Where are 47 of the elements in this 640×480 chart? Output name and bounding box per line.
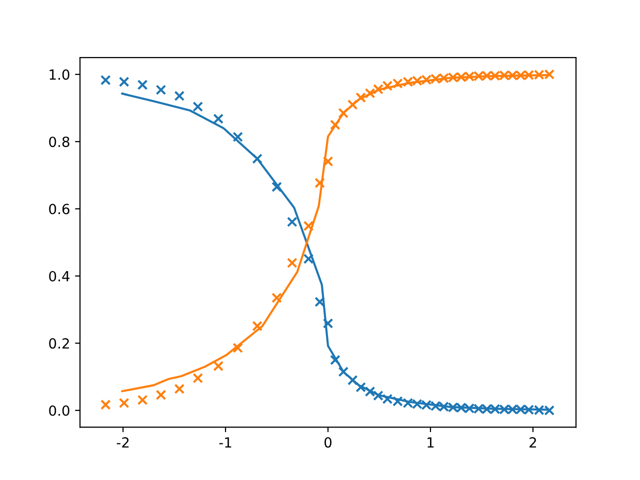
point	[286, 216, 298, 228]
point	[192, 101, 204, 112]
point	[100, 399, 111, 410]
point	[213, 360, 224, 372]
point	[118, 76, 130, 88]
y-tick-label: 0.8	[49, 136, 70, 148]
point	[174, 90, 185, 102]
point	[192, 372, 204, 384]
x-tick-label: -1	[219, 437, 232, 448]
point	[314, 296, 326, 308]
point	[286, 258, 298, 268]
y-tick-label: 0.6	[49, 204, 70, 214]
point	[330, 354, 340, 366]
point	[118, 398, 130, 408]
point	[272, 182, 282, 192]
point	[347, 99, 358, 110]
x-tick-label: 2	[530, 437, 536, 448]
y-tick-label: 0.2	[49, 338, 69, 349]
point	[338, 366, 349, 377]
x-tick-label: -2	[116, 437, 129, 448]
point	[232, 342, 244, 354]
point	[356, 92, 366, 103]
point	[303, 220, 314, 232]
y-tick-label: 1.0	[50, 69, 70, 80]
point	[272, 292, 282, 304]
point	[322, 318, 334, 329]
point	[156, 390, 166, 400]
point	[356, 382, 366, 392]
point	[156, 84, 166, 96]
point	[232, 132, 244, 142]
point	[213, 114, 224, 124]
point	[330, 120, 340, 130]
point	[174, 384, 185, 394]
point	[314, 178, 326, 188]
point	[338, 108, 349, 118]
x-tick-label: 1	[428, 437, 434, 448]
point	[137, 80, 148, 90]
point	[100, 74, 111, 86]
x-tick-label: 0	[324, 437, 332, 448]
point	[303, 254, 314, 264]
point	[252, 154, 262, 164]
point	[137, 394, 148, 406]
point	[252, 320, 262, 332]
point	[322, 156, 334, 167]
point	[347, 374, 358, 386]
y-tick-label: 0.0	[49, 405, 70, 416]
y-tick-label: 0.4	[49, 270, 70, 282]
